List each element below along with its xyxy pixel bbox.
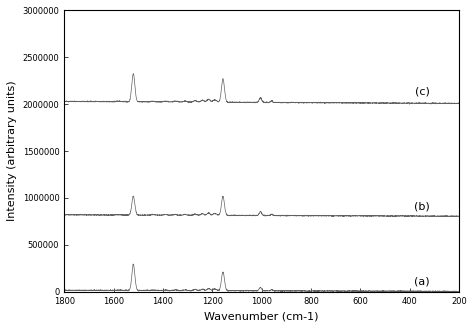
Text: (b): (b) — [414, 201, 430, 211]
X-axis label: Wavenumber (cm-1): Wavenumber (cm-1) — [204, 311, 319, 321]
Y-axis label: Intensity (arbitrary units): Intensity (arbitrary units) — [7, 81, 17, 221]
Text: (c): (c) — [415, 87, 429, 97]
Text: (a): (a) — [414, 276, 430, 286]
